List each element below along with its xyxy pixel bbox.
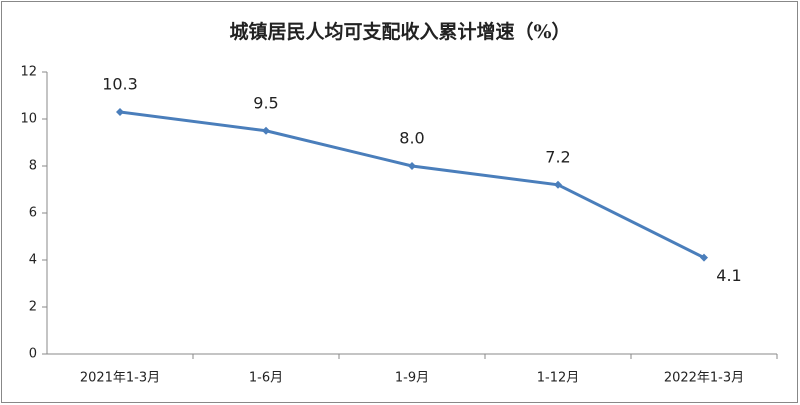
y-tick-label: 8 [29, 159, 37, 174]
chart-title: 城镇居民人均可支配收入累计增速（%） [229, 20, 570, 43]
x-tick-label: 2022年1-3月 [664, 371, 744, 386]
y-tick-label: 0 [29, 347, 37, 362]
y-tick-label: 4 [29, 253, 37, 268]
value-label: 7.2 [545, 147, 570, 166]
x-tick-label: 1-9月 [395, 371, 429, 386]
marker [408, 162, 416, 170]
marker [554, 180, 562, 189]
x-tick-label: 1-12月 [537, 371, 580, 386]
y-tick-label: 12 [20, 65, 37, 80]
value-label: 4.1 [716, 266, 741, 285]
marker [116, 107, 124, 116]
x-tick-label: 2021年1-3月 [80, 371, 160, 386]
value-label: 10.3 [102, 74, 138, 93]
marker [700, 253, 708, 262]
marker [262, 126, 270, 135]
x-tick-label: 1-6月 [249, 371, 283, 386]
y-tick-label: 10 [20, 112, 37, 127]
y-tick-label: 2 [29, 300, 37, 315]
y-tick-label: 6 [29, 206, 37, 221]
value-label: 8.0 [399, 129, 424, 148]
value-label: 9.5 [253, 93, 278, 112]
